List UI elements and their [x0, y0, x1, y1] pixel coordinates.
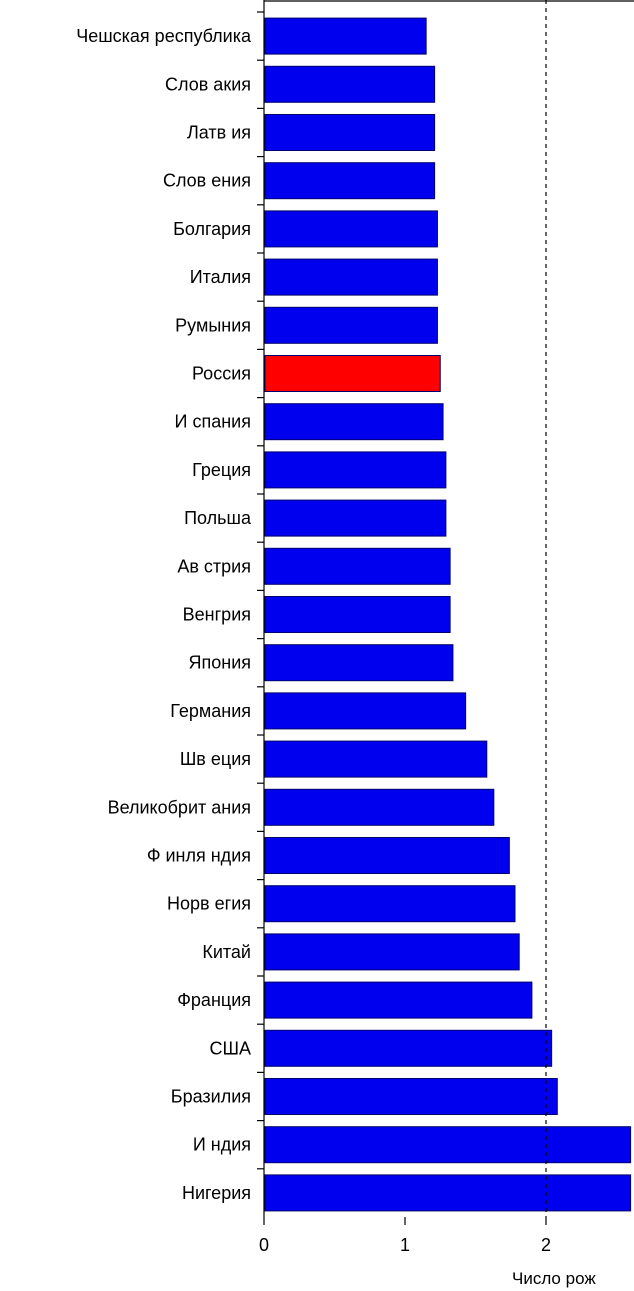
- category-label: Россия: [192, 364, 251, 384]
- bar: [264, 65, 436, 103]
- bar: [264, 258, 438, 296]
- y-axis-ticks: [257, 11, 264, 1170]
- bar: [264, 17, 427, 55]
- bar: [264, 788, 495, 826]
- x-tick-label: 2: [541, 1235, 551, 1255]
- category-label: Греция: [192, 460, 251, 480]
- category-label: Ав стрия: [177, 556, 251, 576]
- category-label: США: [209, 1038, 251, 1058]
- category-label: Китай: [202, 942, 251, 962]
- category-label: Великобрит ания: [108, 797, 251, 817]
- bar: [264, 306, 438, 344]
- category-label: Бразилия: [171, 1087, 251, 1107]
- category-label: Германия: [170, 701, 251, 721]
- category-label: Франция: [177, 990, 251, 1010]
- bar: [264, 499, 447, 537]
- x-tick-label: 1: [400, 1235, 410, 1255]
- category-label: Румыния: [175, 315, 251, 335]
- category-label: Италия: [190, 267, 251, 287]
- category-label: И ндия: [193, 1135, 251, 1155]
- bar: [264, 162, 436, 200]
- category-labels: Чешская республика Слов акия Латв ия Слов е…: [76, 26, 252, 1203]
- bar: [264, 981, 533, 1019]
- bar: [264, 596, 451, 633]
- category-label: Норв егия: [167, 894, 251, 914]
- category-label: Болгария: [173, 219, 251, 239]
- bar: [264, 547, 451, 585]
- bar: [264, 1029, 553, 1067]
- bar: [264, 114, 436, 151]
- bar: [264, 1078, 558, 1115]
- bar: [264, 740, 488, 778]
- x-axis-ticks: 0 1 2: [259, 1217, 551, 1255]
- bar: [264, 1174, 632, 1212]
- category-label: Нигерия: [182, 1183, 251, 1203]
- category-label: Шв еция: [180, 749, 251, 769]
- category-label: Польша: [184, 508, 252, 528]
- category-label: Чешская республика: [76, 26, 252, 46]
- x-axis-title: Число рож: [512, 1269, 596, 1288]
- category-label: Ф инля ндия: [147, 846, 251, 866]
- bar: [264, 837, 510, 874]
- bars-group: [264, 17, 632, 1212]
- x-tick-label: 0: [259, 1235, 269, 1255]
- bar: [264, 644, 454, 682]
- bar: [264, 210, 438, 248]
- category-label: Япония: [189, 653, 252, 673]
- category-label: Слов ения: [163, 171, 251, 191]
- bar: [264, 885, 516, 923]
- category-label: Латв ия: [187, 123, 251, 143]
- category-label: И спания: [175, 412, 251, 432]
- category-label: Слов акия: [165, 74, 251, 94]
- bar: [264, 933, 520, 971]
- bar-highlighted: [264, 355, 441, 392]
- bar: [264, 403, 444, 441]
- bar: [264, 692, 467, 730]
- bar: [264, 451, 447, 489]
- category-label: Венгрия: [183, 605, 251, 625]
- bar: [264, 1126, 632, 1164]
